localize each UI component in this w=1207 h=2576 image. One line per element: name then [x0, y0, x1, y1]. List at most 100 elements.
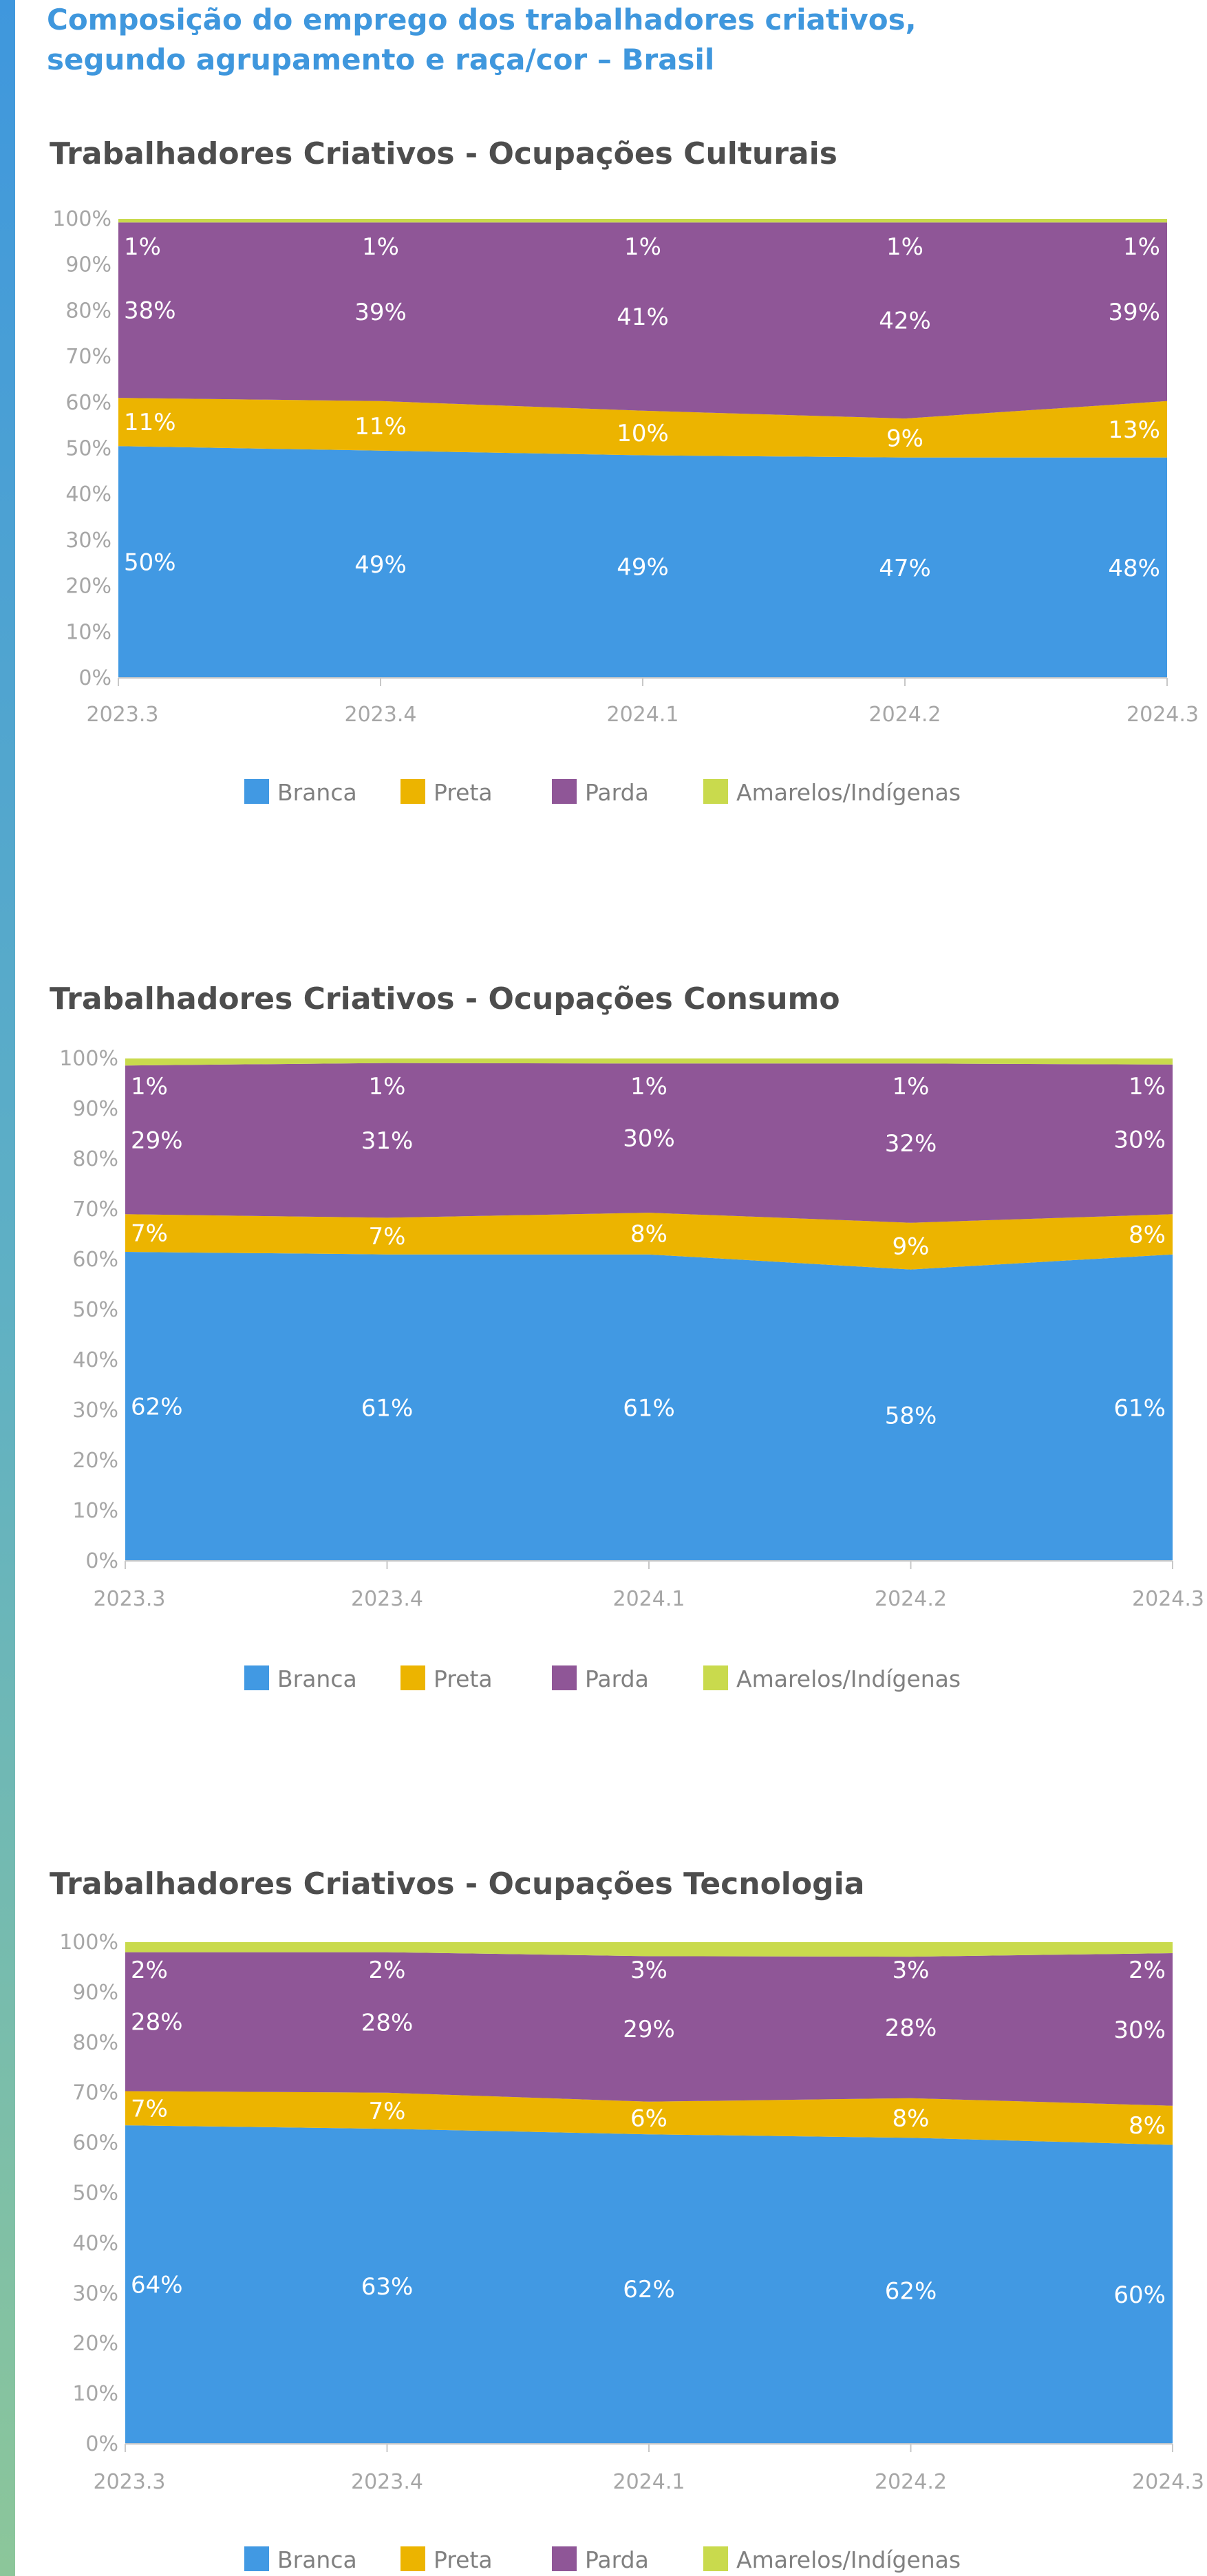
- y-tick-label: 30%: [72, 2281, 118, 2306]
- legend-item-amarelos-indigenas: Amarelos/Indígenas: [703, 1665, 961, 1692]
- x-tick-label: 2024.1: [607, 703, 679, 727]
- x-tick-label: 2023.3: [94, 1587, 166, 1611]
- data-label-amarelos-indigenas: 2%: [131, 1957, 168, 1984]
- area-branca: [125, 1252, 1173, 1561]
- data-label-preta: 8%: [630, 1220, 667, 1248]
- data-label-preta: 7%: [131, 1220, 168, 1248]
- data-label-amarelos-indigenas: 3%: [893, 1957, 930, 1984]
- data-label-amarelos-indigenas: 1%: [362, 233, 399, 261]
- data-label-parda: 38%: [124, 297, 176, 325]
- legend-swatch: [703, 779, 728, 804]
- data-label-preta: 13%: [1108, 416, 1160, 444]
- chart-title-consumo: Trabalhadores Criativos - Ocupações Cons…: [50, 981, 840, 1016]
- data-label-parda: 28%: [131, 2009, 183, 2036]
- data-label-amarelos-indigenas: 3%: [630, 1957, 667, 1984]
- data-label-branca: 47%: [879, 555, 931, 582]
- legend-label: Parda: [585, 1665, 649, 1692]
- y-tick-label: 100%: [59, 1930, 118, 1955]
- legend-swatch: [244, 779, 269, 804]
- y-tick-label: 30%: [72, 1398, 118, 1423]
- x-tick-label: 2024.3: [1132, 1587, 1204, 1611]
- y-tick-label: 80%: [65, 299, 111, 323]
- data-label-parda: 28%: [361, 2010, 414, 2037]
- legend-item-parda: Parda: [552, 1665, 649, 1692]
- legend-label: Amarelos/Indígenas: [736, 2546, 961, 2573]
- legend-swatch: [400, 779, 425, 804]
- y-tick-label: 20%: [65, 575, 111, 599]
- data-label-parda: 30%: [1113, 2016, 1166, 2044]
- chart-title-culturais: Trabalhadores Criativos - Ocupações Cult…: [50, 136, 837, 171]
- data-label-parda: 30%: [1113, 1127, 1166, 1154]
- y-tick-label: 100%: [59, 1047, 118, 1071]
- legend-swatch: [244, 1665, 269, 1690]
- legend-label: Parda: [585, 2546, 649, 2573]
- data-label-branca: 61%: [361, 1394, 414, 1422]
- legend-label: Amarelos/Indígenas: [736, 1665, 961, 1692]
- data-label-amarelos-indigenas: 1%: [893, 1073, 930, 1100]
- x-tick-label: 2023.3: [94, 2470, 166, 2494]
- legend-label: Branca: [277, 1665, 357, 1692]
- legend-item-parda: Parda: [552, 2546, 649, 2573]
- y-tick-label: 10%: [65, 620, 111, 644]
- legend-label: Branca: [277, 2546, 357, 2573]
- y-tick-label: 20%: [72, 1449, 118, 1473]
- legend-item-branca: Branca: [244, 2546, 357, 2573]
- data-label-branca: 58%: [885, 1402, 937, 1429]
- data-label-parda: 42%: [879, 308, 931, 335]
- data-label-branca: 62%: [885, 2278, 937, 2306]
- legend-swatch: [703, 2546, 728, 2571]
- x-tick-label: 2024.2: [875, 2470, 947, 2494]
- y-tick-label: 90%: [65, 253, 111, 277]
- area-preta: [118, 398, 1167, 458]
- data-label-preta: 8%: [1129, 1222, 1166, 1249]
- data-label-amarelos-indigenas: 1%: [369, 1073, 406, 1100]
- y-tick-label: 10%: [72, 2382, 118, 2406]
- area-branca: [125, 2125, 1173, 2444]
- data-label-amarelos-indigenas: 1%: [124, 233, 161, 261]
- legend-swatch: [400, 1665, 425, 1690]
- legend-item-preta: Preta: [400, 779, 493, 806]
- y-tick-label: 40%: [72, 1348, 118, 1372]
- data-label-amarelos-indigenas: 1%: [1129, 1073, 1166, 1100]
- main-title-line-2: segundo agrupamento e raça/cor – Brasil: [47, 43, 715, 76]
- area-parda: [125, 1063, 1173, 1223]
- y-tick-label: 80%: [72, 1147, 118, 1171]
- data-label-parda: 39%: [354, 299, 407, 326]
- data-label-branca: 50%: [124, 549, 176, 577]
- data-label-preta: 10%: [617, 420, 669, 447]
- y-tick-label: 60%: [72, 1248, 118, 1272]
- data-label-branca: 61%: [623, 1394, 675, 1422]
- data-label-parda: 41%: [617, 304, 669, 331]
- legend-item-branca: Branca: [244, 1665, 357, 1692]
- data-label-branca: 60%: [1113, 2281, 1166, 2309]
- y-tick-label: 50%: [65, 437, 111, 461]
- legend-swatch: [703, 1665, 728, 1690]
- data-label-preta: 11%: [354, 413, 407, 440]
- area-amarelos-indigenas: [125, 1058, 1173, 1066]
- legend-label: Preta: [434, 1665, 493, 1692]
- data-label-preta: 6%: [630, 2105, 667, 2133]
- data-label-branca: 64%: [131, 2272, 183, 2299]
- data-label-preta: 7%: [369, 2098, 406, 2125]
- area-branca: [118, 446, 1167, 678]
- x-tick-label: 2023.3: [87, 703, 159, 727]
- legend-item-parda: Parda: [552, 779, 649, 806]
- y-tick-label: 0%: [85, 2432, 118, 2456]
- area-parda: [118, 222, 1167, 419]
- data-label-preta: 8%: [893, 2105, 930, 2133]
- legend-swatch: [400, 2546, 425, 2571]
- data-label-amarelos-indigenas: 1%: [624, 233, 661, 261]
- data-label-preta: 9%: [886, 425, 923, 452]
- legend-item-preta: Preta: [400, 1665, 493, 1692]
- data-label-branca: 49%: [354, 551, 407, 579]
- data-label-branca: 62%: [623, 2276, 675, 2303]
- y-tick-label: 70%: [72, 2081, 118, 2105]
- data-label-preta: 7%: [369, 1223, 406, 1250]
- data-label-amarelos-indigenas: 2%: [1129, 1957, 1166, 1984]
- y-tick-label: 70%: [72, 1197, 118, 1222]
- legend-label: Amarelos/Indígenas: [736, 779, 961, 806]
- y-tick-label: 60%: [65, 391, 111, 415]
- legend-item-amarelos-indigenas: Amarelos/Indígenas: [703, 2546, 961, 2573]
